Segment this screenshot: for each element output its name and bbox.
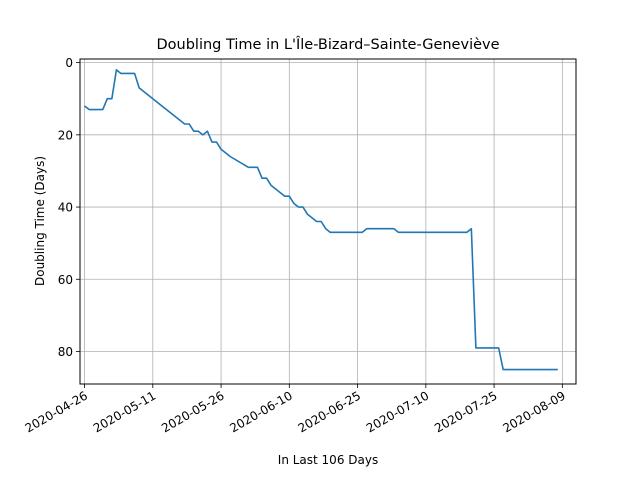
y-tick-label: 0 [65,56,73,70]
y-tick-label: 40 [58,201,73,215]
series-group [84,69,558,371]
y-tick-label: 20 [58,128,73,142]
y-tick-label: 60 [58,273,73,287]
plot-frame [79,58,577,385]
grid-lines [80,59,576,384]
chart-title: Doubling Time in L'Île-Bizard–Sainte-Gen… [156,35,499,53]
y-axis-ticks: 0 20 40 60 80 [58,56,80,359]
series-line [84,69,558,371]
x-axis-label: In Last 106 Days [278,453,378,467]
y-axis-label: Doubling Time (Days) [33,156,47,286]
y-tick-label: 80 [58,345,73,359]
